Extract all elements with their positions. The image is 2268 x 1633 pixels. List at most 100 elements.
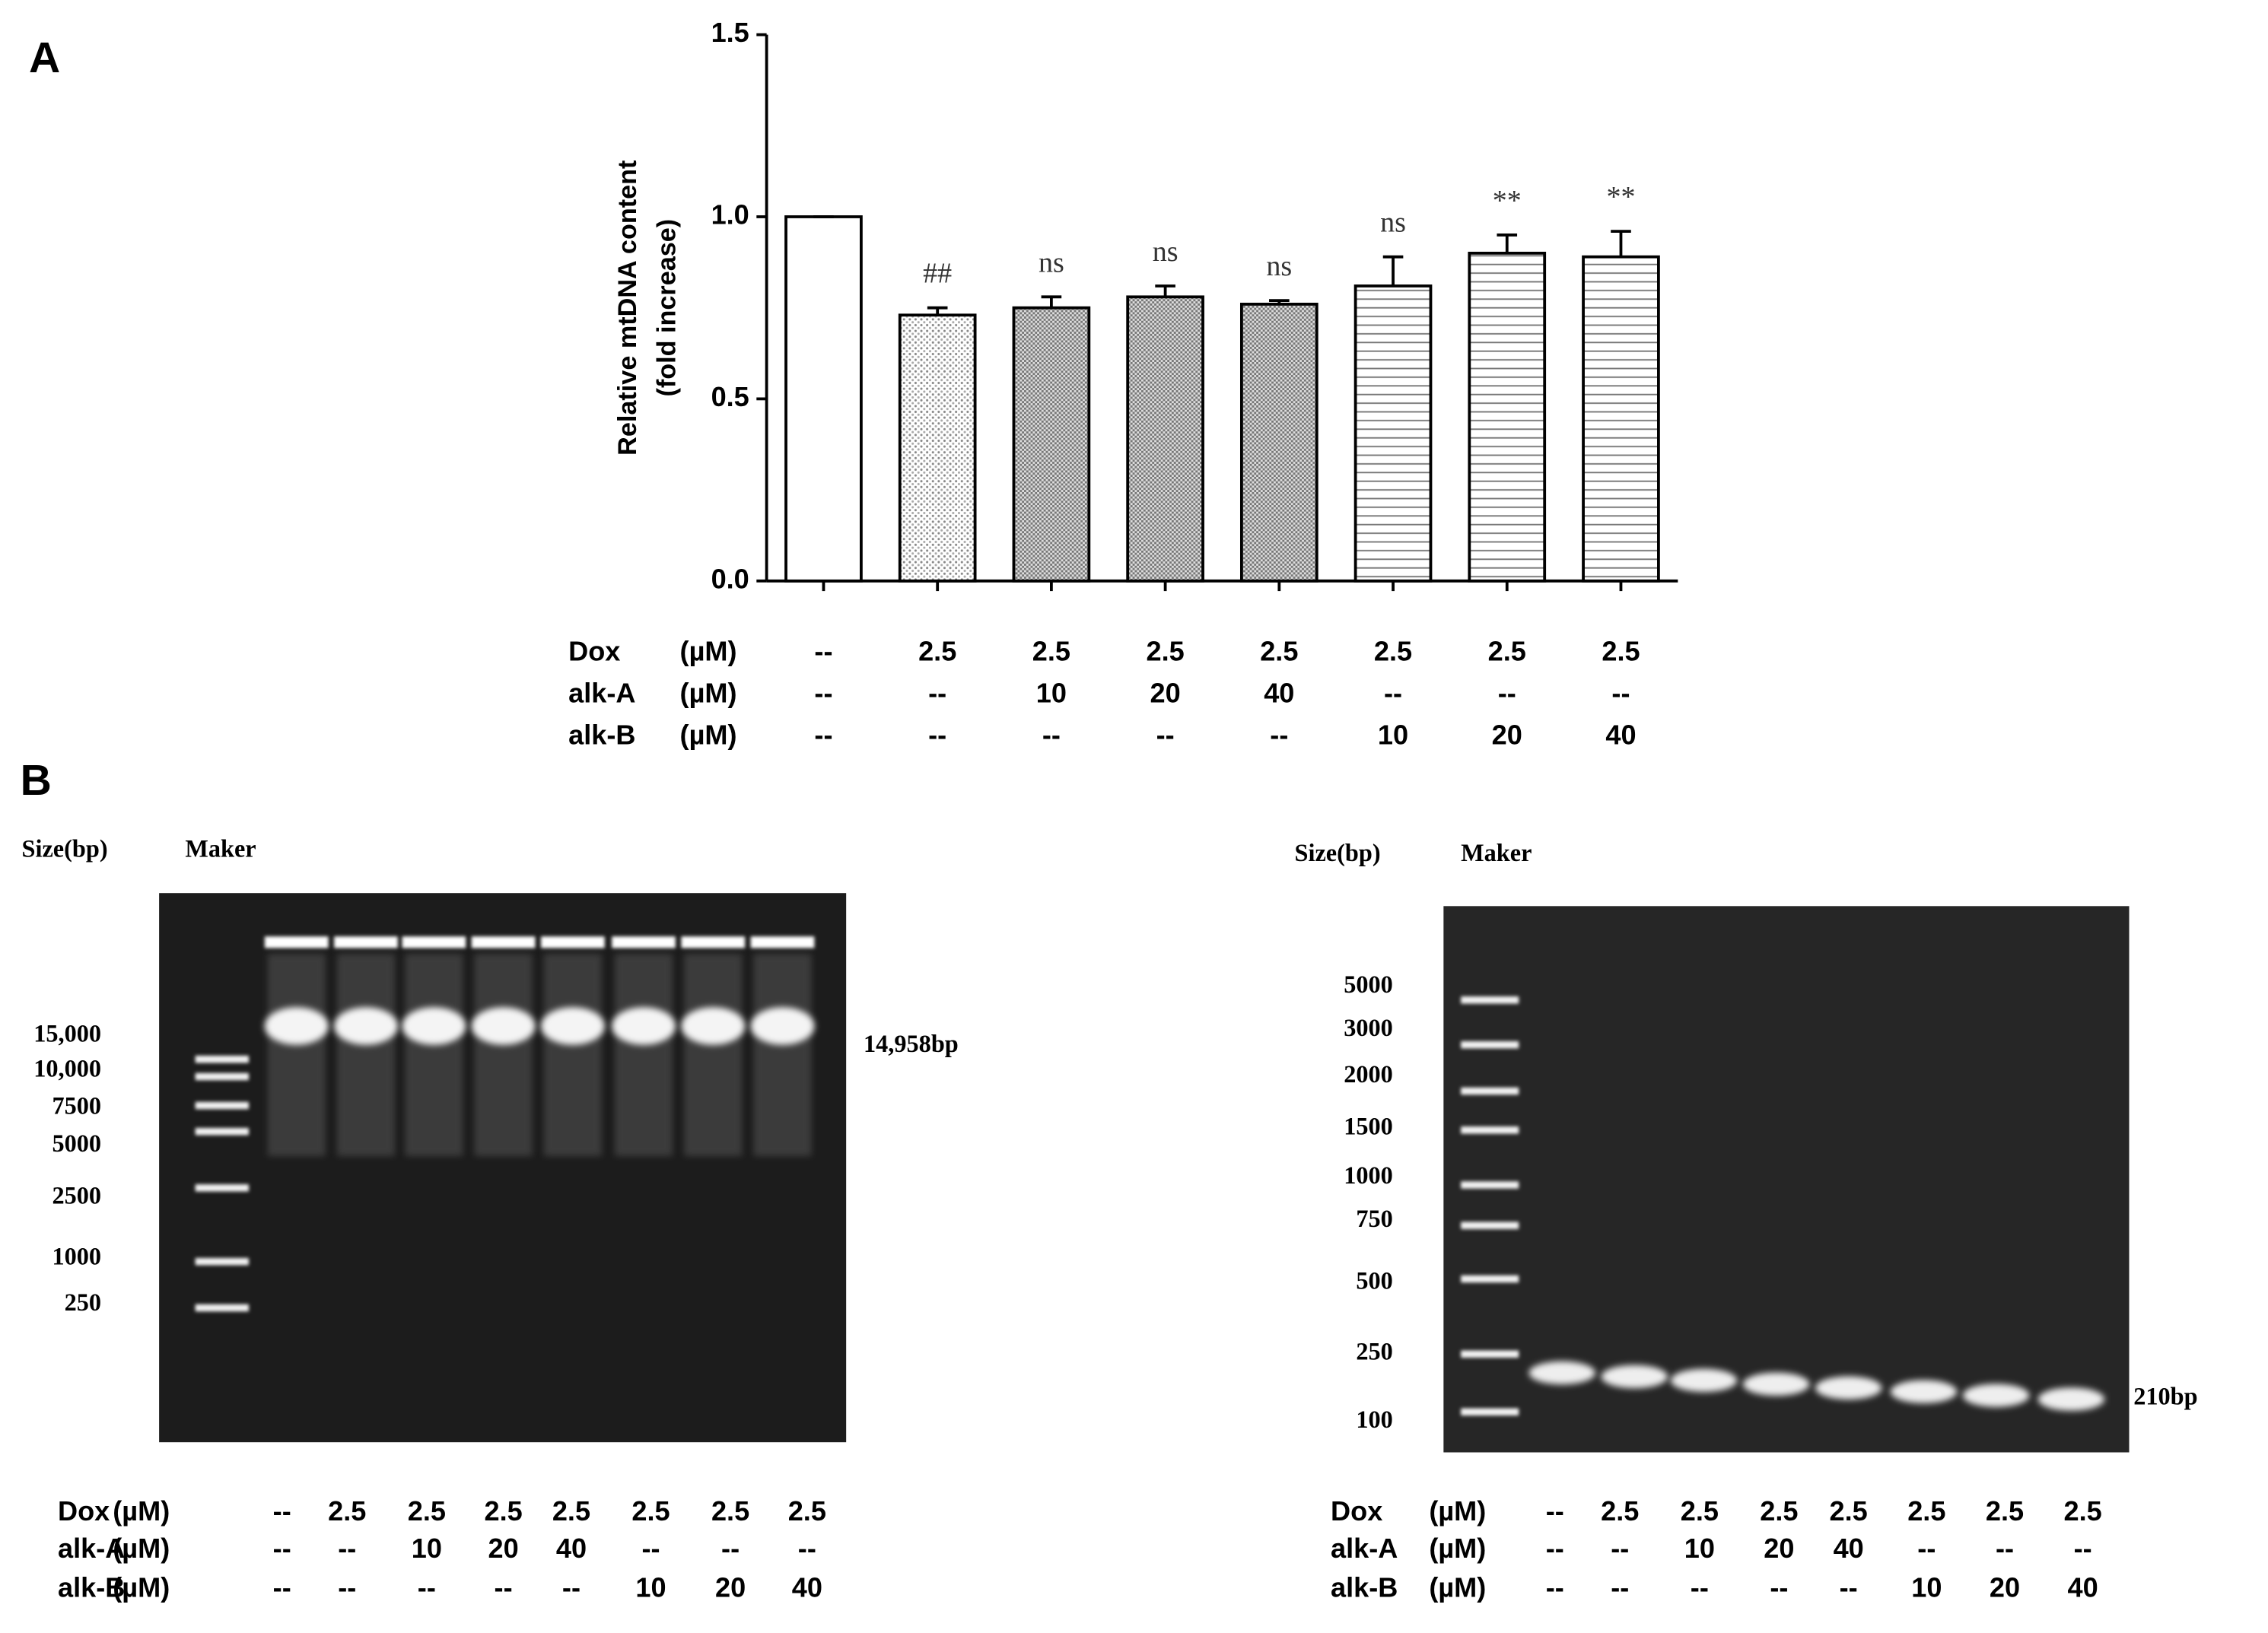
treatment-unit: (µM) [680,677,737,708]
marker-header: Maker [185,835,256,863]
dna-band [541,1007,605,1045]
marker-band [1461,1040,1519,1049]
well-band [471,936,536,948]
marker-band [195,1101,249,1110]
marker-band [1461,1222,1519,1229]
size-label: 1500 [1344,1112,1393,1139]
size-label: 15,000 [33,1020,101,1047]
size-label: 100 [1356,1406,1392,1433]
dna-band [471,1007,536,1045]
treatment-value: 2.5 [552,1495,590,1527]
treatment-value: 10 [635,1572,666,1603]
lane-smear [684,954,743,1156]
lane-smear [405,954,463,1156]
significance-label: ** [1606,181,1635,213]
marker-band [1461,996,1519,1004]
bar [1353,284,1433,583]
treatment-value: 10 [1684,1533,1715,1564]
treatment-value: 40 [2068,1572,2098,1603]
treatment-value: -- [1611,1533,1629,1564]
significance-label: ## [923,258,952,290]
treatment-value: 2.5 [1601,1495,1639,1527]
treatment-value: 2.5 [1488,635,1526,666]
treatment-value: 20 [1764,1533,1794,1564]
treatment-value: 20 [1990,1572,2020,1603]
band-size-label: 210bp [2133,1383,2197,1410]
treatment-unit: (µM) [113,1533,170,1564]
treatment-value: -- [1611,1572,1629,1603]
treatment-name: alk-B [58,1572,125,1603]
marker-band [1461,1087,1519,1095]
treatment-value: -- [495,1572,513,1603]
bar [1468,251,1547,583]
well-band [264,936,329,948]
treatment-value: -- [1611,677,1630,708]
treatment-value: -- [1384,677,1402,708]
treatment-value: -- [2074,1533,2092,1564]
y-tick-label: 1.5 [711,17,749,48]
y-tick-label: 1.0 [711,199,749,230]
treatment-value: 10 [1911,1572,1942,1603]
well-band [334,936,398,948]
dna-band [750,1007,815,1045]
treatment-value: -- [1546,1533,1564,1564]
treatment-value: -- [338,1533,356,1564]
treatment-unit: (µM) [1429,1495,1486,1527]
treatment-value: -- [928,720,946,751]
treatment-value: 40 [1605,720,1636,751]
size-label: 500 [1356,1267,1392,1295]
treatment-value: -- [814,677,832,708]
treatment-value: -- [1042,720,1061,751]
marker-band [195,1304,249,1312]
treatment-value: 2.5 [1602,635,1640,666]
treatment-value: -- [798,1533,816,1564]
size-label: 250 [65,1288,101,1316]
marker-band [195,1072,249,1081]
treatment-unit: (µM) [1429,1572,1486,1603]
treatment-value: 2.5 [1260,635,1298,666]
treatment-unit: (µM) [113,1495,170,1527]
dna-band [1528,1361,1595,1385]
well-band [402,936,466,948]
treatment-value: 20 [488,1533,519,1564]
y-tick-label: 0.0 [711,563,749,594]
treatment-unit: (µM) [113,1572,170,1603]
lane-smear [753,954,812,1156]
well-band [750,936,815,948]
significance-label: ns [1153,236,1179,268]
treatment-unit: (µM) [680,635,737,666]
dna-band [1962,1384,2030,1407]
treatment-value: -- [641,1533,660,1564]
significance-label: ns [1039,246,1064,278]
bar [784,215,863,583]
treatment-value: -- [1917,1533,1936,1564]
treatment-name: Dox [58,1495,110,1527]
treatment-value: 2.5 [1147,635,1185,666]
well-band [612,936,676,948]
treatment-value: 2.5 [484,1495,522,1527]
treatment-value: -- [338,1572,356,1603]
treatment-value: 40 [792,1572,822,1603]
size-label: 7500 [52,1092,101,1120]
treatment-unit: (µM) [680,720,737,751]
lane-smear [336,954,396,1156]
dna-band [334,1007,398,1045]
treatment-value: 40 [1264,677,1294,708]
dna-band [264,1007,329,1045]
gel-image [1443,906,2130,1453]
treatment-value: 2.5 [1830,1495,1868,1527]
bar [1126,295,1204,583]
dna-band [2037,1387,2105,1411]
treatment-value: 2.5 [631,1495,670,1527]
treatment-value: -- [418,1572,436,1603]
treatment-value: -- [273,1572,291,1603]
treatment-value: -- [1498,677,1516,708]
marker-band [195,1257,249,1266]
y-axis-label: Relative mtDNA content [613,160,642,456]
treatment-value: 20 [1150,677,1181,708]
treatment-unit: (µM) [1429,1533,1486,1564]
bar [1012,306,1091,583]
marker-band [1461,1126,1519,1134]
treatment-value: -- [721,1533,740,1564]
